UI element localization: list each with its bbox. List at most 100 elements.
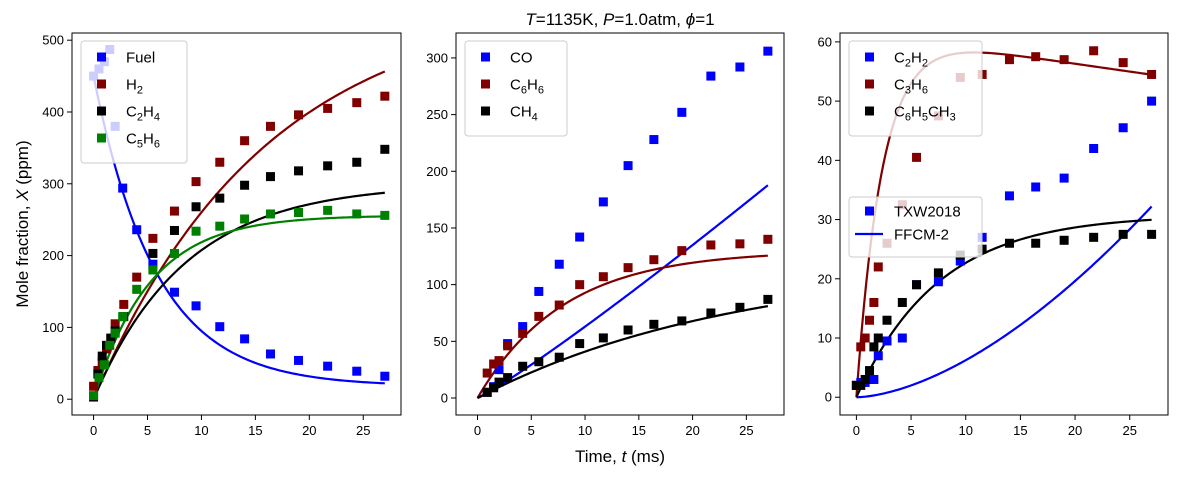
data-point (482, 368, 492, 378)
data-point (110, 328, 120, 338)
data-point (518, 328, 528, 338)
data-point (1089, 143, 1099, 153)
data-point (897, 297, 907, 307)
data-point (677, 316, 687, 326)
data-point (352, 366, 362, 376)
legend-box (80, 40, 188, 164)
data-point (869, 342, 879, 352)
data-point (94, 373, 104, 383)
data-point (494, 356, 504, 366)
data-point (265, 172, 275, 182)
x-tick-label: 20 (1068, 423, 1082, 438)
x-axis-label: Time, t (ms) (575, 447, 665, 466)
data-point (380, 144, 390, 154)
data-point (933, 268, 943, 278)
data-point (240, 180, 250, 190)
y-tick-label: 150 (426, 220, 448, 235)
data-point (1031, 52, 1041, 62)
data-point (860, 374, 870, 384)
data-point (99, 360, 109, 370)
data-point (534, 357, 544, 367)
data-point (1004, 191, 1014, 201)
data-point (169, 225, 179, 235)
legend-marker (97, 79, 106, 89)
model-curve (856, 205, 1153, 399)
x-tick-label: 0 (90, 423, 97, 438)
legend-label: C6H6 (510, 77, 544, 97)
legend-marker (481, 106, 490, 116)
data-point (215, 221, 225, 231)
style-legend: TXW2018 FFCM-2 (848, 196, 983, 258)
y-tick-label: 100 (426, 277, 448, 292)
x-tick-label: 15 (248, 423, 262, 438)
legend-label: CO (510, 50, 533, 67)
data-point (148, 259, 158, 269)
legend-marker (865, 79, 874, 89)
data-point (169, 206, 179, 216)
data-point (265, 349, 275, 359)
data-point (294, 208, 304, 218)
data-point (191, 202, 201, 212)
y-tick-label: 200 (42, 248, 64, 263)
y-tick-label: 100 (42, 320, 64, 335)
data-point (215, 322, 225, 332)
data-point (294, 110, 304, 120)
data-point (294, 166, 304, 176)
x-tick-label: 15 (632, 423, 646, 438)
legend-label: C5H6 (126, 131, 160, 151)
data-point (865, 366, 875, 376)
data-point (763, 234, 773, 244)
data-point (380, 210, 390, 220)
data-point (106, 333, 116, 343)
x-tick-label: 15 (1013, 423, 1027, 438)
y-tick-label: 200 (426, 164, 448, 179)
data-point (503, 341, 513, 351)
y-tick-label: 0 (441, 390, 448, 405)
data-point (1031, 238, 1041, 248)
chart-panel-1: 0 5 10 15 20 25 0 100 200 300 400 500 Fuel H2 C2H4 C5H6 (42, 32, 402, 438)
data-point (623, 161, 633, 171)
y-tick-label: 30 (818, 212, 832, 227)
y-tick-label: 10 (818, 331, 832, 346)
x-tick-label: 10 (578, 423, 592, 438)
data-point (489, 383, 499, 393)
data-point (869, 297, 879, 307)
data-point (575, 232, 585, 242)
data-point (89, 391, 99, 401)
y-tick-label: 400 (42, 104, 64, 119)
data-point (240, 136, 250, 146)
data-point (882, 315, 892, 325)
y-tick-label: 0 (57, 392, 64, 407)
data-point (132, 284, 142, 294)
data-point (735, 302, 745, 312)
data-point (215, 157, 225, 167)
data-point (169, 287, 179, 297)
data-point (955, 256, 965, 266)
y-tick-label: 40 (818, 153, 832, 168)
data-point (598, 333, 608, 343)
data-point (554, 300, 564, 310)
data-point (598, 272, 608, 282)
data-point (240, 214, 250, 224)
legend-box (464, 40, 568, 137)
y-tick-label: 500 (42, 33, 64, 48)
data-point (865, 315, 875, 325)
data-point (105, 340, 115, 350)
data-point (191, 301, 201, 311)
x-tick-label: 5 (144, 423, 151, 438)
data-point (494, 377, 504, 387)
data-point (265, 121, 275, 131)
legend-marker (865, 206, 874, 216)
model-curve (92, 215, 385, 400)
data-point (132, 272, 142, 282)
legend-label: FFCM-2 (894, 227, 949, 244)
data-point (1118, 123, 1128, 133)
legend-label: Fuel (126, 50, 155, 67)
data-point (352, 98, 362, 108)
model-curve (92, 191, 385, 400)
data-point (1059, 55, 1069, 65)
data-point (677, 107, 687, 117)
y-tick-label: 300 (42, 176, 64, 191)
data-point (554, 352, 564, 362)
